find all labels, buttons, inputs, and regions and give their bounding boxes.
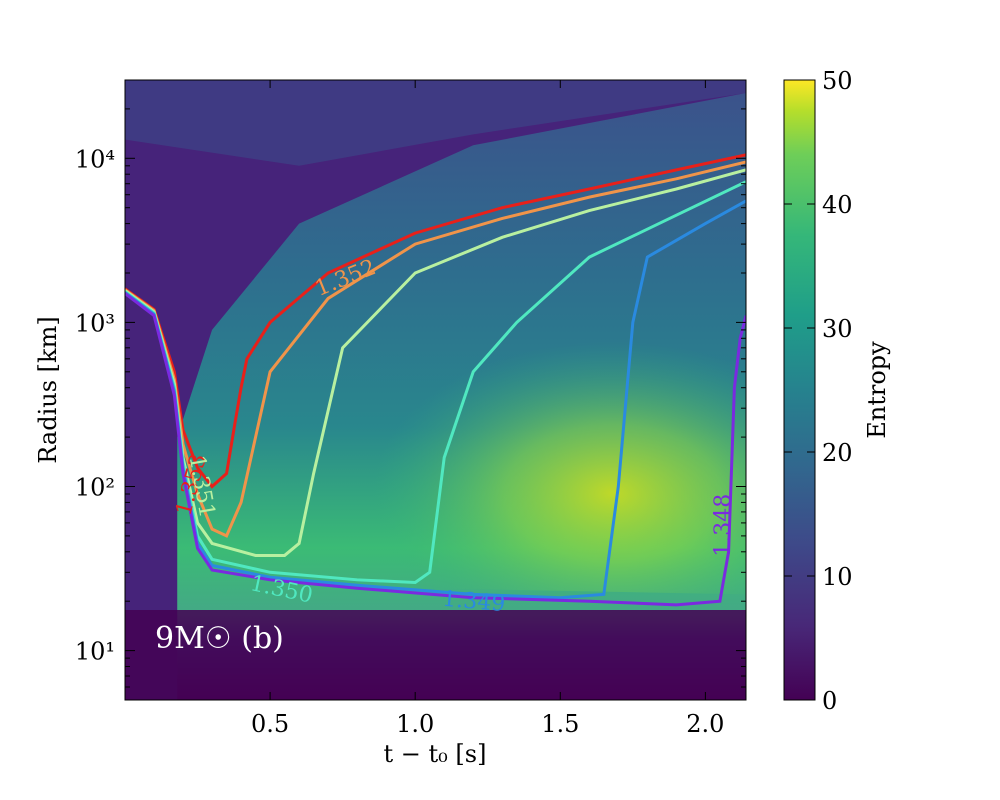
- x-tick-label: 1.5: [541, 710, 579, 738]
- x-tick-label: 2.0: [686, 710, 724, 738]
- entropy-heatmap: [125, 80, 746, 700]
- colorbar: [783, 79, 816, 701]
- x-axis-ticks: 0.5 1.0 1.5 2.0: [251, 80, 724, 738]
- outer-envelope-region: [125, 80, 746, 166]
- plot-frame: [124, 79, 747, 701]
- colorbar-ticks: 0 10 20 30 40 50: [784, 67, 853, 715]
- x-tick-label: 1.0: [396, 710, 434, 738]
- contour-label-1-348: 1.348: [711, 494, 736, 557]
- colorbar-label: Entropy: [863, 341, 891, 439]
- y-axis-ticks: 10¹ 10² 10³ 10⁴: [75, 79, 746, 701]
- colorbar-tick-label: 10: [822, 563, 853, 591]
- y-tick-label: 10³: [75, 309, 115, 337]
- colorbar-tick-label: 50: [822, 67, 853, 95]
- y-tick-label: 10⁴: [75, 145, 115, 173]
- mass-annotation: 9M☉ (b): [155, 621, 284, 656]
- colorbar-tick-label: 0: [822, 687, 837, 715]
- colorbar-tick-label: 40: [822, 191, 853, 219]
- contour-label-1-349: 1.349: [441, 587, 506, 617]
- y-tick-label: 10²: [75, 473, 115, 501]
- colorbar-tick-label: 20: [822, 439, 853, 467]
- x-axis-label: t − t₀ [s]: [384, 740, 487, 768]
- inner-core-region: [125, 610, 746, 700]
- contour-1-353: [125, 153, 746, 489]
- y-axis-label: Radius [km]: [34, 316, 62, 463]
- colorbar-tick-label: 30: [822, 315, 853, 343]
- contour-lines: [125, 153, 746, 607]
- contour-1-348: [125, 292, 746, 607]
- y-tick-label: 10¹: [75, 638, 115, 666]
- high-entropy-region: [212, 257, 746, 595]
- x-tick-label: 0.5: [251, 710, 289, 738]
